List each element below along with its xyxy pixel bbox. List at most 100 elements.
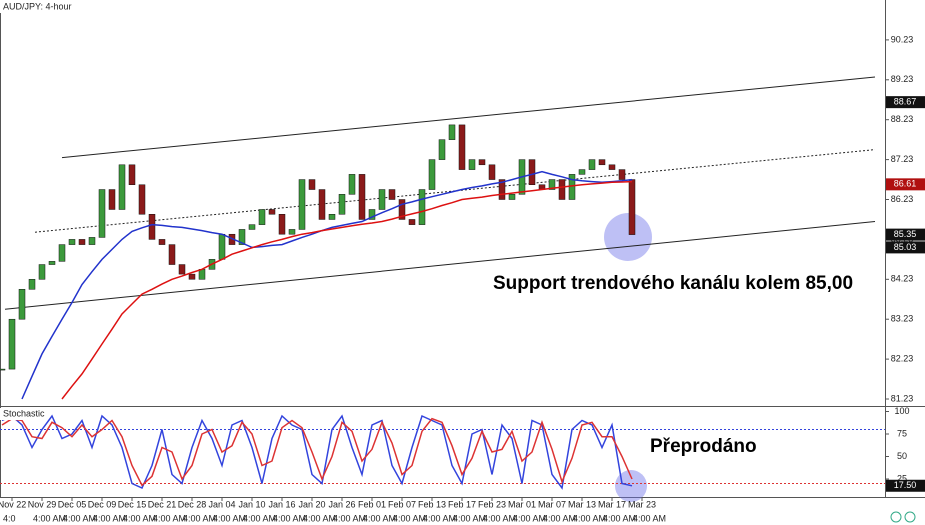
x-tick-label: Nov 22	[0, 499, 26, 509]
time-label: 4:00 AM	[123, 513, 156, 523]
candle	[298, 179, 306, 230]
settings-icon[interactable]	[904, 511, 916, 523]
candle	[508, 194, 516, 200]
candle	[438, 139, 446, 160]
candle	[558, 179, 566, 200]
trend-line	[34, 149, 876, 233]
x-tick-label: Dec 28	[178, 499, 207, 509]
candle	[128, 164, 136, 185]
candle	[288, 229, 296, 235]
candle	[398, 199, 406, 220]
candle	[238, 229, 246, 245]
time-label: 4:00 AM	[603, 513, 636, 523]
candle	[618, 169, 626, 180]
time-label: 4:00 AM	[453, 513, 486, 523]
x-tick-label: Feb 13	[418, 499, 446, 509]
x-tick-label: Mar 01	[508, 499, 536, 509]
title-bg	[0, 0, 72, 13]
candle	[548, 179, 556, 190]
y-tick-label: 89.23	[891, 74, 914, 84]
time-label: 4:00 AM	[153, 513, 186, 523]
time-label: 4:00 AM	[483, 513, 516, 523]
candle	[358, 174, 366, 220]
trend-line	[4, 221, 876, 310]
y-tick-label: 88.23	[891, 114, 914, 124]
y-tick-label: 82.23	[891, 353, 914, 363]
time-label: 4:00 AM	[243, 513, 276, 523]
price-label: 88.67	[894, 97, 917, 107]
time-label: 4:00 AM	[63, 513, 96, 523]
y-tick-label: 50	[897, 451, 907, 461]
candle	[468, 159, 476, 170]
price-label: 17.50	[894, 480, 917, 490]
price-label-box	[886, 241, 925, 254]
candle	[118, 164, 126, 210]
y-tick-label: 100	[894, 406, 909, 416]
candle	[258, 209, 266, 225]
x-tick-label: Mar 13	[568, 499, 596, 509]
y-tick-label: 84.23	[891, 274, 914, 284]
y-tick-label: 86.23	[891, 194, 914, 204]
candle	[348, 174, 356, 195]
x-tick-label: Dec 21	[148, 499, 177, 509]
candle	[308, 179, 316, 190]
candle	[378, 189, 386, 210]
time-label: 4:00 AM	[513, 513, 546, 523]
time-label: 4:00 AM	[303, 513, 336, 523]
candle	[498, 179, 506, 200]
price-label-box	[886, 178, 925, 191]
candle	[78, 239, 86, 245]
annotation: Support trendového kanálu kolem 85,00	[493, 273, 853, 294]
x-tick-label: Feb 23	[478, 499, 506, 509]
candle	[608, 164, 616, 170]
time-label: 4:00 AM	[573, 513, 606, 523]
time-label: 4:00 AM	[333, 513, 366, 523]
price-label: 85.35	[894, 229, 917, 239]
series-line	[21, 170, 633, 400]
time-label: 4:00 AM	[33, 513, 66, 523]
candle	[198, 269, 206, 280]
price-label-box	[886, 228, 925, 241]
candle	[278, 214, 286, 235]
candle	[58, 244, 66, 262]
candle	[448, 124, 456, 140]
candle	[428, 159, 436, 190]
time-label: 4:00 AM	[93, 513, 126, 523]
time-label: 4:00 AM	[363, 513, 396, 523]
panel-title: Stochastic	[3, 408, 45, 418]
candle	[488, 164, 496, 180]
x-tick-label: Jan 10	[238, 499, 265, 509]
y-tick-label: 83.23	[891, 314, 914, 324]
candle	[568, 174, 576, 200]
title-bg	[0, 408, 40, 420]
x-tick-label: Nov 29	[28, 499, 57, 509]
candle	[218, 233, 226, 260]
candle	[88, 237, 96, 245]
x-tick-label: Dec 09	[88, 499, 117, 509]
y-tick-label: 75	[897, 428, 907, 438]
x-tick-label: Jan 04	[208, 499, 235, 509]
candle	[18, 289, 26, 320]
time-label: 4:00 AM	[393, 513, 426, 523]
x-tick-label: Feb 01	[358, 499, 386, 509]
candle	[588, 159, 596, 170]
x-tick-label: Feb 07	[388, 499, 416, 509]
candle	[458, 124, 466, 170]
series-line	[61, 180, 633, 400]
plot-layer: 81.2382.2383.2384.2385.2386.2387.2388.23…	[0, 34, 925, 523]
zoom-icon[interactable]	[890, 511, 902, 523]
candle	[408, 219, 416, 225]
time-label: 4:00 AM	[183, 513, 216, 523]
x-tick-label: Jan 20	[298, 499, 325, 509]
candle	[158, 239, 166, 245]
price-label-box	[886, 479, 925, 492]
x-tick-label: Jan 16	[268, 499, 295, 509]
y-tick-label: 81.23	[891, 393, 914, 403]
candle	[418, 189, 426, 225]
x-tick-label: Jan 26	[328, 499, 355, 509]
candle	[338, 194, 346, 215]
candle	[528, 159, 536, 185]
candle	[108, 189, 116, 210]
